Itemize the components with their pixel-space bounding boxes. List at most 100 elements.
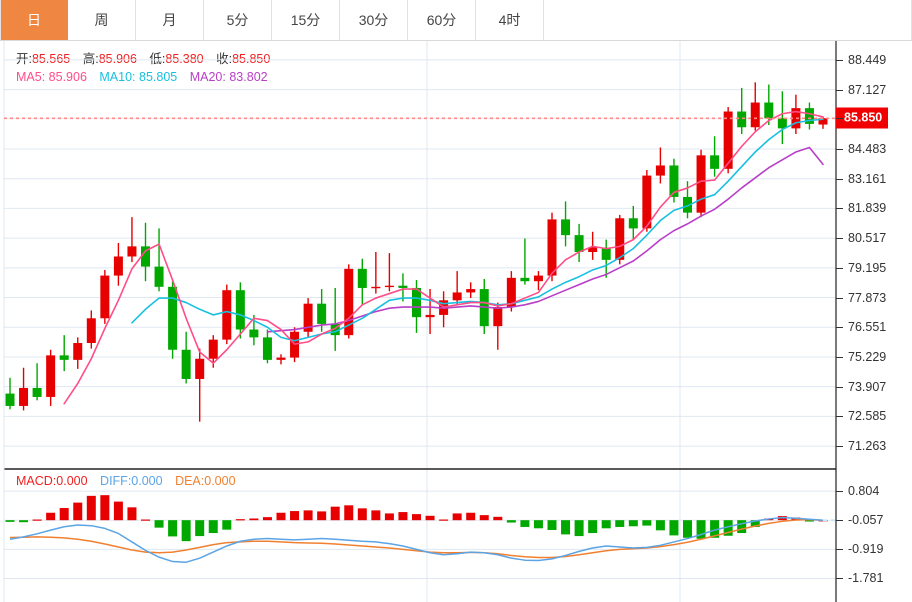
price-chart[interactable]	[0, 41, 912, 468]
tab-7[interactable]: 4时	[476, 0, 544, 40]
macd-bar-20	[276, 512, 286, 521]
candle-0	[5, 377, 15, 410]
macd-bar-18	[249, 518, 259, 521]
candle-body	[32, 387, 42, 397]
candle-body	[303, 303, 313, 332]
price-tick-mark-5	[836, 208, 843, 210]
macd-tick-mark-2	[836, 549, 843, 551]
candle-body	[59, 355, 69, 360]
candle-body	[723, 111, 733, 169]
candle-11	[154, 228, 164, 292]
price-tick-mark-7	[836, 267, 843, 269]
candle-body	[466, 289, 476, 293]
timeframe-tabbar: 日周月 5分 15分 30分 60分 4时	[0, 0, 912, 41]
current-price-badge: 85.850	[836, 107, 889, 129]
price-tick-9: 76.551	[848, 320, 887, 335]
high-value: 85.906	[98, 52, 137, 66]
candle-body	[818, 118, 828, 125]
candle-body	[533, 275, 543, 282]
candle-8	[113, 242, 123, 286]
macd-bar-14	[195, 520, 205, 537]
candle-39	[533, 271, 543, 291]
macd-bar-4	[59, 508, 69, 521]
macd-bar-48	[655, 520, 665, 531]
candle-31	[425, 289, 435, 335]
macd-bar-23	[317, 511, 327, 521]
macd-bar-19	[262, 517, 272, 521]
candle-body	[398, 285, 408, 288]
candle-body	[249, 329, 259, 338]
macd-chart[interactable]	[0, 468, 912, 602]
candle-body	[154, 266, 164, 287]
macd-bar-15	[208, 520, 218, 534]
candle-body	[520, 277, 530, 282]
candle-22	[303, 298, 313, 338]
tab-5[interactable]: 30分	[340, 0, 408, 40]
macd-bar-22	[303, 510, 313, 521]
macd-bar-52	[710, 520, 720, 538]
candle-36	[493, 302, 503, 350]
candle-45	[615, 214, 625, 265]
ma20-value: 83.802	[229, 70, 268, 84]
macd-bar-24	[330, 506, 340, 521]
candle-20	[276, 354, 286, 365]
candle-body	[262, 337, 272, 360]
candle-body	[574, 235, 584, 252]
tab-6[interactable]: 60分	[408, 0, 476, 40]
macd-bar-50	[683, 520, 692, 538]
candle-body	[764, 102, 774, 119]
macd-bar-37	[506, 520, 516, 523]
dea-label: DEA:	[175, 474, 205, 488]
tab-4[interactable]: 15分	[272, 0, 340, 40]
candle-34	[466, 282, 476, 299]
candle-body	[683, 196, 692, 213]
macd-bar-51	[696, 520, 706, 539]
price-tick-mark-9	[836, 327, 843, 329]
tab-0[interactable]: 日	[0, 0, 68, 40]
price-tick-1: 87.127	[848, 82, 887, 97]
candle-body	[642, 175, 652, 229]
candle-12	[168, 281, 178, 359]
ma5-line	[63, 110, 824, 405]
tab-1[interactable]: 周	[68, 0, 136, 40]
macd-bar-8	[113, 501, 123, 521]
ohlc-legend: 开:85.565 高:85.906 低:85.380 收:85.850	[16, 48, 270, 67]
price-tick-mark-4	[836, 178, 843, 180]
candle-body	[561, 219, 571, 236]
candle-19	[262, 329, 272, 364]
candle-33	[452, 271, 462, 305]
candle-body	[615, 218, 625, 260]
tab-3[interactable]: 5分	[204, 0, 272, 40]
price-tick-mark-10	[836, 356, 843, 358]
macd-bar-9	[127, 507, 137, 521]
candle-body	[181, 349, 191, 379]
macd-bar-30	[412, 514, 421, 521]
macd-bar-43	[588, 520, 598, 534]
candle-body	[628, 218, 638, 229]
macd-legend: MACD:0.000 DIFF:0.000 DEA:0.000	[16, 474, 236, 488]
candle-body	[412, 287, 421, 318]
candle-2	[32, 363, 42, 401]
candle-5	[73, 337, 83, 369]
tab-2[interactable]: 月	[136, 0, 204, 40]
dea-line	[9, 518, 824, 559]
price-tick-10: 75.229	[848, 349, 887, 364]
macd-tick-mark-1	[836, 520, 843, 522]
macd-bar-5	[73, 502, 83, 521]
macd-bar-11	[154, 520, 164, 528]
candle-body	[208, 339, 218, 359]
candle-46	[628, 205, 638, 240]
price-tick-mark-13	[836, 446, 843, 448]
candle-52	[710, 136, 720, 177]
macd-bar-16	[222, 520, 232, 530]
candle-body	[384, 285, 394, 288]
macd-bar-41	[561, 520, 571, 535]
macd-bar-54	[737, 520, 747, 534]
candle-body	[235, 290, 245, 330]
price-tick-0: 88.449	[848, 52, 887, 67]
candle-body	[425, 314, 435, 318]
open-label: 开:	[16, 52, 32, 66]
macd-tick-3: -1.781	[848, 571, 884, 586]
macd-bar-39	[533, 520, 543, 529]
price-tick-6: 80.517	[848, 231, 887, 246]
